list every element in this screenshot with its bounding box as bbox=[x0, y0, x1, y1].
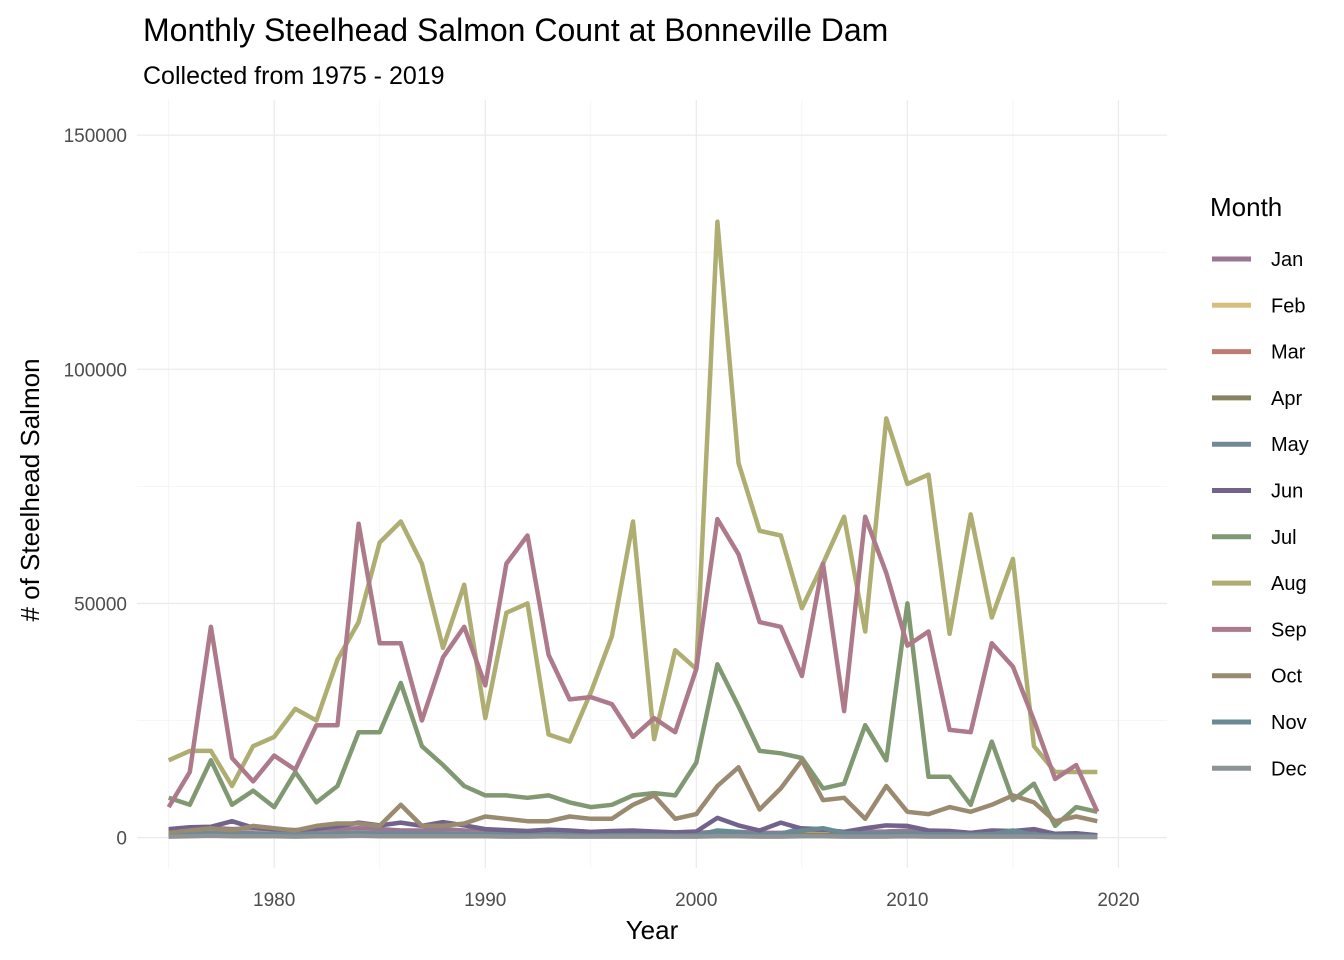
x-axis-title: Year bbox=[626, 915, 679, 945]
legend-label-mar: Mar bbox=[1271, 342, 1306, 364]
legend-label-dec: Dec bbox=[1271, 758, 1307, 780]
y-axis-title: # of Steelhead Salmon bbox=[15, 358, 45, 621]
y-tick-label: 150000 bbox=[64, 126, 127, 147]
x-tick-label: 2000 bbox=[675, 890, 717, 911]
legend-label-jun: Jun bbox=[1271, 481, 1303, 503]
legend-label-nov: Nov bbox=[1271, 712, 1307, 734]
legend-label-oct: Oct bbox=[1271, 666, 1303, 688]
legend-label-sep: Sep bbox=[1271, 619, 1307, 641]
y-axis-ticks: 0 50000 100000 150000 bbox=[64, 126, 127, 849]
y-tick-label: 100000 bbox=[64, 360, 127, 381]
legend-label-may: May bbox=[1271, 434, 1309, 456]
legend-label-apr: Apr bbox=[1271, 388, 1302, 410]
x-tick-label: 2010 bbox=[886, 890, 928, 911]
legend-label-jan: Jan bbox=[1271, 249, 1303, 271]
y-tick-label: 0 bbox=[116, 829, 127, 850]
x-tick-label: 2020 bbox=[1097, 890, 1139, 911]
x-axis-ticks: 1980 1990 2000 2010 2020 bbox=[253, 890, 1140, 911]
legend-label-jul: Jul bbox=[1271, 527, 1297, 549]
chart-subtitle: Collected from 1975 - 2019 bbox=[143, 62, 445, 90]
series-line-oct bbox=[168, 758, 1098, 836]
grid-lines bbox=[137, 100, 1167, 868]
series-lines bbox=[166, 219, 1100, 840]
legend-label-feb: Feb bbox=[1271, 295, 1305, 317]
legend-title: Month bbox=[1210, 192, 1282, 222]
y-tick-label: 50000 bbox=[74, 594, 127, 615]
series-line-aug bbox=[167, 219, 1098, 789]
legend: Month Jan Feb Mar Apr May Jun Jul Aug Sep Oct Nov D… bbox=[1210, 192, 1309, 780]
x-tick-label: 1990 bbox=[464, 890, 506, 911]
chart-title: Monthly Steelhead Salmon Count at Bonnev… bbox=[143, 12, 888, 48]
x-tick-label: 1980 bbox=[253, 890, 295, 911]
series-line-sep bbox=[166, 514, 1100, 813]
series-line-dec bbox=[168, 833, 1098, 840]
series-line-jun bbox=[168, 815, 1098, 838]
legend-label-aug: Aug bbox=[1271, 573, 1307, 595]
series-line-jul bbox=[167, 601, 1098, 829]
